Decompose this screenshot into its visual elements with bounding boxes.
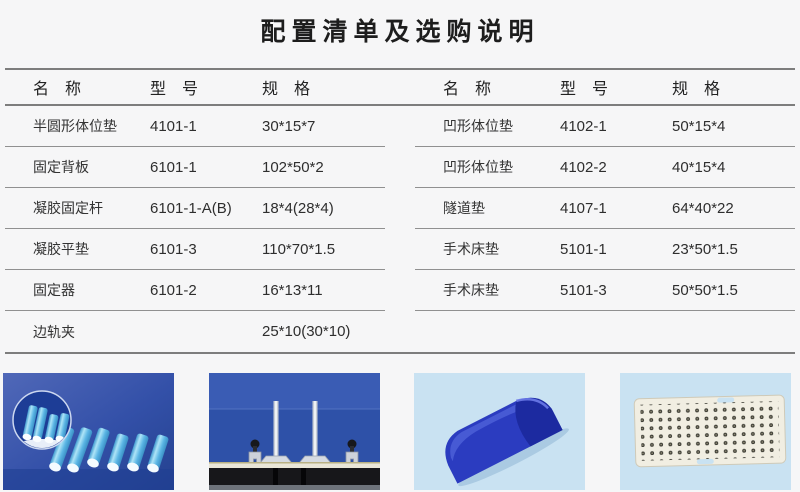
half-cylinder-pad xyxy=(445,397,570,487)
table-row: 凹形体位垫 4102-1 50*15*4 xyxy=(415,106,795,147)
page-title: 配置清单及选购说明 xyxy=(260,18,540,46)
table-header-left: 名 称 型 号 规 格 xyxy=(5,70,385,104)
table-row: 凝胶固定杆 6101-1-A(B) 18*4(28*4) xyxy=(5,188,385,229)
spec-table: 名 称 型 号 规 格 名 称 型 号 规 格 半圆形体位垫 4101-1 30… xyxy=(5,68,795,354)
cell-name: 凝胶平垫 xyxy=(33,241,89,257)
cell-name: 手术床垫 xyxy=(443,241,499,257)
left-table: 半圆形体位垫 4101-1 30*15*7 固定背板 6101-1 102*50… xyxy=(5,106,385,352)
header-cell-name: 名 称 xyxy=(443,81,492,98)
cell-name: 手术床垫 xyxy=(443,282,499,298)
cell-model: 6101-2 xyxy=(150,281,197,299)
cell-spec: 25*10(30*10) xyxy=(262,323,351,340)
cell-spec: 102*50*2 xyxy=(262,158,324,176)
perforated-board-photo xyxy=(619,373,791,490)
cell-model: 4101-1 xyxy=(150,117,197,135)
cell-model: 5101-3 xyxy=(560,281,607,299)
cell-model: 5101-1 xyxy=(560,240,607,258)
table-row: 边轨夹 25*10(30*10) xyxy=(5,311,385,352)
header-cell-model: 型 号 xyxy=(560,81,609,98)
perforated-board xyxy=(633,394,787,468)
cell-model: 6101-1-A(B) xyxy=(150,199,232,217)
cell-model: 6101-1 xyxy=(150,158,197,176)
cell-name: 固定背板 xyxy=(33,159,89,175)
rail-clamps-photo xyxy=(208,373,380,490)
cell-name: 固定器 xyxy=(33,282,75,298)
table-header-row: 名 称 型 号 规 格 名 称 型 号 规 格 xyxy=(5,70,795,106)
table-row: 凝胶平垫 6101-3 110*70*1.5 xyxy=(5,229,385,270)
cell-spec: 40*15*4 xyxy=(672,158,726,176)
table-row: 凹形体位垫 4102-2 40*15*4 xyxy=(415,147,795,188)
table-row: 隧道垫 4107-1 64*40*22 xyxy=(415,188,795,229)
cell-name: 半圆形体位垫 xyxy=(33,118,117,134)
cell-model: 4102-2 xyxy=(560,158,607,176)
gel-rod xyxy=(49,426,169,473)
table-body: 半圆形体位垫 4101-1 30*15*7 固定背板 6101-1 102*50… xyxy=(5,106,795,352)
header-cell-model: 型 号 xyxy=(150,81,199,98)
cell-model: 4107-1 xyxy=(560,199,607,217)
cell-spec: 50*15*4 xyxy=(672,117,726,135)
bed-side-rail xyxy=(208,462,380,490)
magnifier-inset-content xyxy=(15,405,70,448)
cell-name: 凹形体位垫 xyxy=(443,118,513,134)
table-row: 半圆形体位垫 4101-1 30*15*7 xyxy=(5,106,385,147)
cell-name: 凹形体位垫 xyxy=(443,159,513,175)
cell-name: 凝胶固定杆 xyxy=(33,200,103,216)
title-bar: 配置清单及选购说明 xyxy=(0,0,800,68)
header-cell-spec: 规 格 xyxy=(672,81,721,98)
cell-spec: 110*70*1.5 xyxy=(262,240,336,258)
cell-spec: 64*40*22 xyxy=(672,199,734,217)
cell-spec: 30*15*7 xyxy=(262,117,316,135)
cell-name: 隧道垫 xyxy=(443,200,485,216)
cell-spec: 50*50*1.5 xyxy=(672,281,738,299)
gel-rods-photo xyxy=(3,373,174,490)
header-cell-spec: 规 格 xyxy=(262,81,311,98)
cell-model: 6101-3 xyxy=(150,240,197,258)
header-cell-name: 名 称 xyxy=(33,81,82,98)
product-photos-row xyxy=(0,354,800,490)
table-row: 手术床垫 5101-1 23*50*1.5 xyxy=(415,229,795,270)
cell-spec: 23*50*1.5 xyxy=(672,240,738,258)
cell-spec: 18*4(28*4) xyxy=(262,199,334,217)
table-row: 固定器 6101-2 16*13*11 xyxy=(5,270,385,311)
right-table: 凹形体位垫 4102-1 50*15*4 凹形体位垫 4102-2 40*15*… xyxy=(415,106,795,352)
cell-spec: 16*13*11 xyxy=(262,281,323,299)
half-cylinder-pad-photo xyxy=(414,373,586,490)
cell-model: 4102-1 xyxy=(560,117,607,135)
table-row: 手术床垫 5101-3 50*50*1.5 xyxy=(415,270,795,311)
table-header-right: 名 称 型 号 规 格 xyxy=(415,70,795,104)
table-row: 固定背板 6101-1 102*50*2 xyxy=(5,147,385,188)
cell-name: 边轨夹 xyxy=(33,323,75,340)
